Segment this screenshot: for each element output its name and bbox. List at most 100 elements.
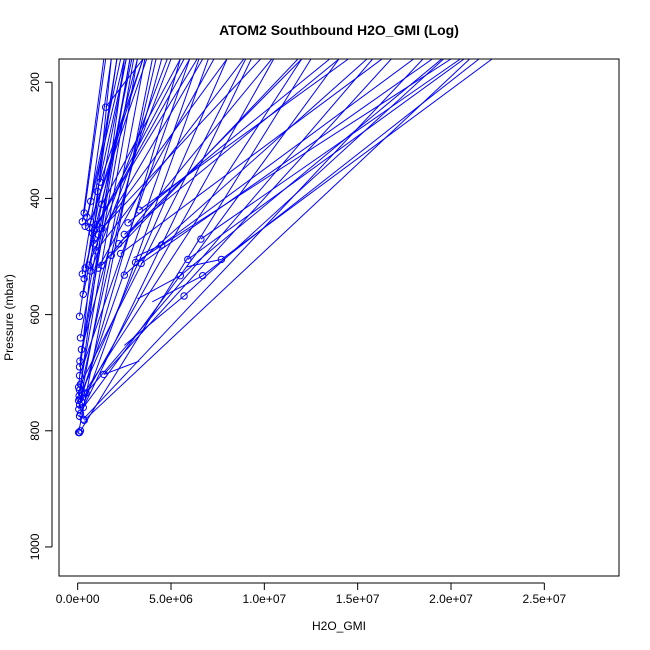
series-line-56 bbox=[79, 59, 200, 399]
series-line-66 bbox=[78, 59, 153, 433]
data-point-68 bbox=[76, 427, 85, 435]
y-axis-label: Pressure (mbar) bbox=[2, 274, 16, 361]
data-point-37 bbox=[176, 271, 185, 280]
series-line-69 bbox=[152, 275, 203, 303]
series-line-71 bbox=[133, 244, 162, 259]
data-point-28 bbox=[131, 258, 140, 267]
y-tick-label-0: 200 bbox=[28, 72, 42, 92]
series-line-19 bbox=[200, 59, 461, 240]
series-line-59 bbox=[79, 59, 181, 405]
y-tick-label-3: 800 bbox=[28, 420, 42, 440]
series-line-3 bbox=[90, 59, 112, 202]
series-line-63 bbox=[79, 59, 209, 417]
x-tick-label-0: 0.0e+00 bbox=[56, 592, 100, 606]
x-axis-label: H2O_GMI bbox=[312, 619, 366, 633]
x-tick-label-4: 2.0e+07 bbox=[429, 592, 473, 606]
x-axis: 0.0e+00 5.0e+06 1.0e+07 1.5e+07 2.0e+07 2.5e+… bbox=[56, 582, 567, 606]
data-point-14 bbox=[98, 224, 106, 233]
data-point-12 bbox=[85, 223, 93, 232]
data-point-2 bbox=[93, 187, 101, 196]
series-line-18 bbox=[124, 59, 340, 235]
series-line-24 bbox=[120, 59, 383, 255]
series-line-5 bbox=[83, 59, 107, 214]
plot-frame bbox=[58, 58, 620, 577]
y-axis: 200 400 600 800 1000 bbox=[28, 72, 53, 560]
series-line-64 bbox=[82, 59, 424, 420]
data-point-32 bbox=[81, 264, 89, 272]
series-line-17 bbox=[97, 59, 228, 235]
series-line-50 bbox=[78, 59, 112, 388]
series-line-73 bbox=[137, 275, 181, 300]
series-line-15 bbox=[127, 59, 330, 224]
data-point-4 bbox=[98, 200, 106, 208]
data-point-48 bbox=[75, 371, 84, 380]
data-point-15 bbox=[124, 219, 132, 227]
x-tick-label-5: 2.5e+07 bbox=[522, 592, 566, 606]
data-point-54 bbox=[82, 389, 90, 397]
data-point-35 bbox=[78, 270, 87, 278]
data-point-64 bbox=[79, 415, 87, 423]
x-tick-label-1: 5.0e+06 bbox=[149, 592, 193, 606]
x-tick-label-2: 1.0e+07 bbox=[242, 592, 286, 606]
series-line-70 bbox=[185, 258, 222, 268]
series-line-34 bbox=[90, 59, 172, 272]
data-point-0 bbox=[101, 103, 110, 111]
series-line-53 bbox=[83, 59, 303, 394]
series-line-62 bbox=[80, 59, 252, 414]
series-line-52 bbox=[80, 59, 228, 394]
data-point-18 bbox=[120, 230, 129, 239]
data-point-34 bbox=[87, 267, 95, 275]
data-point-24 bbox=[116, 249, 125, 258]
data-point-17 bbox=[94, 230, 102, 239]
data-point-46 bbox=[75, 363, 84, 371]
series-line-28 bbox=[135, 59, 452, 263]
data-point-11 bbox=[81, 222, 89, 230]
series-line-68 bbox=[124, 295, 185, 346]
series-line-72 bbox=[103, 360, 140, 375]
data-point-39 bbox=[80, 274, 88, 283]
data-point-43 bbox=[76, 334, 85, 342]
data-point-25 bbox=[107, 251, 115, 260]
series-line-8 bbox=[81, 59, 105, 222]
data-point-7 bbox=[135, 206, 143, 214]
series-line-14 bbox=[101, 59, 261, 229]
series-lines bbox=[78, 59, 493, 433]
series-line-61 bbox=[78, 59, 146, 410]
series-line-45 bbox=[79, 59, 131, 362]
data-point-26 bbox=[217, 255, 226, 264]
series-line-25 bbox=[110, 59, 299, 256]
series-line-57 bbox=[78, 59, 125, 401]
series-line-49 bbox=[80, 59, 247, 385]
series-line-29 bbox=[140, 59, 433, 264]
data-point-22 bbox=[157, 241, 166, 249]
data-point-16 bbox=[88, 229, 97, 237]
data-point-60 bbox=[79, 403, 87, 412]
series-line-22 bbox=[161, 59, 414, 246]
series-line-35 bbox=[81, 59, 118, 275]
data-point-47 bbox=[100, 370, 108, 379]
series-line-27 bbox=[187, 59, 465, 260]
data-point-41 bbox=[180, 292, 188, 300]
data-point-3 bbox=[87, 197, 95, 206]
data-point-1 bbox=[96, 178, 104, 186]
data-point-36 bbox=[120, 271, 129, 279]
series-line-38 bbox=[202, 59, 480, 277]
y-tick-label-1: 400 bbox=[28, 188, 42, 208]
series-line-37 bbox=[180, 59, 442, 277]
data-point-65 bbox=[80, 416, 88, 425]
data-point-61 bbox=[75, 405, 83, 413]
data-point-27 bbox=[184, 255, 192, 264]
series-line-47 bbox=[103, 59, 392, 375]
y-tick-label-2: 600 bbox=[28, 304, 42, 324]
chart-title: ATOM2 Southbound H2O_GMI (Log) bbox=[219, 22, 459, 38]
series-line-60 bbox=[82, 59, 340, 408]
data-point-38 bbox=[199, 271, 207, 280]
data-point-6 bbox=[83, 213, 91, 221]
data-point-19 bbox=[197, 235, 205, 243]
x-tick-label-3: 1.5e+07 bbox=[336, 592, 380, 606]
series-line-46 bbox=[79, 59, 135, 367]
series-line-58 bbox=[80, 59, 275, 402]
data-point-23 bbox=[92, 246, 101, 255]
series-line-51 bbox=[79, 59, 138, 391]
